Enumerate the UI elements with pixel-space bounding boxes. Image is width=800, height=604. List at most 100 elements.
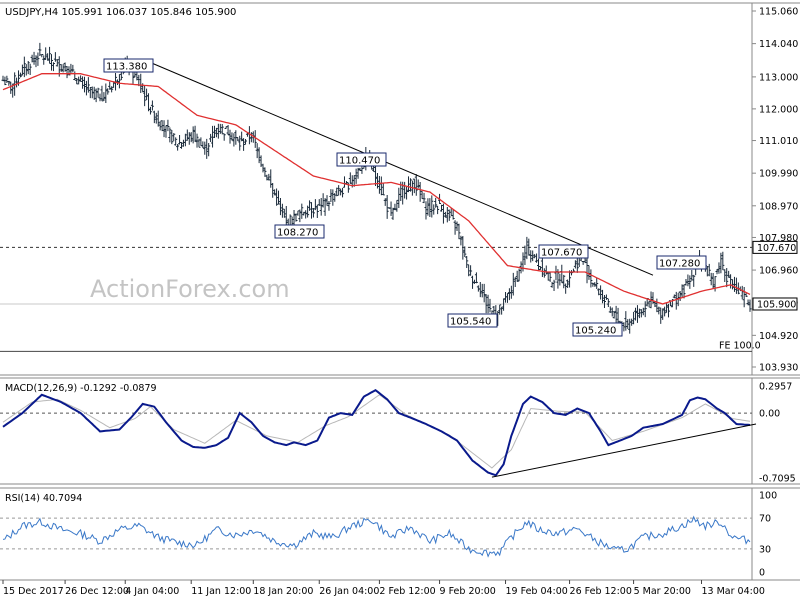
ohlc-bar: [657, 306, 661, 315]
level-price-tag-label: 107.670: [757, 243, 796, 254]
ohlc-bar: [152, 110, 156, 124]
ohlc-bar: [22, 56, 26, 78]
ohlc-bar: [408, 178, 412, 192]
price-tick-label: 109.990: [759, 169, 798, 180]
ohlc-bar: [160, 120, 164, 132]
ohlc-bar: [36, 52, 40, 66]
ohlc-bar: [381, 182, 385, 196]
ohlc-bar: [505, 293, 509, 303]
ohlc-bar: [632, 311, 636, 325]
ohlc-bar: [614, 305, 618, 326]
ohlc-bar: [746, 299, 750, 306]
swing-annotation-label: 107.670: [541, 248, 582, 259]
ohlc-bar: [166, 119, 170, 132]
ohlc-bar: [389, 201, 393, 216]
ohlc-bar: [723, 269, 727, 282]
macd-trendline: [491, 423, 757, 478]
ohlc-bar: [236, 137, 240, 142]
ohlc-bar: [298, 209, 302, 223]
ohlc-bar: [205, 138, 209, 159]
ohlc-bar: [51, 62, 55, 72]
price-tick-label: 104.920: [759, 331, 798, 342]
ohlc-bar: [240, 131, 244, 142]
rsi-label: RSI(14) 40.7094: [5, 493, 82, 504]
macd-tick-label: 0.00: [759, 409, 780, 420]
ohlc-bar: [90, 86, 94, 99]
ohlc-bar: [612, 311, 616, 319]
ohlc-bar: [38, 42, 42, 57]
ohlc-bar: [323, 198, 327, 216]
ohlc-bar: [261, 163, 265, 173]
ohlc-bar: [441, 203, 445, 224]
ohlc-bar: [341, 187, 345, 198]
ohlc-bar: [667, 303, 671, 318]
x-tick-label: 26 Jan 04:00: [319, 586, 379, 597]
fe-label: FE 100.0: [719, 340, 761, 351]
ohlc-bar: [356, 167, 360, 179]
x-tick-label: 13 Mar 04:00: [701, 586, 764, 597]
ohlc-bar: [587, 265, 591, 280]
ohlc-bar: [106, 88, 110, 95]
macd-panel: MACD(12,26,9) -0.1292 -0.0879 0.2957 0.00 -…: [0, 377, 800, 485]
ohlc-bar: [548, 271, 552, 282]
ohlc-bar: [531, 250, 535, 262]
ohlc-bar: [168, 127, 172, 143]
ohlc-bar: [193, 125, 197, 142]
swing-annotation-label: 113.380: [106, 62, 147, 73]
ohlc-bar: [7, 80, 11, 86]
ohlc-bar: [214, 127, 218, 138]
ohlc-bar: [201, 141, 205, 149]
ohlc-bar: [42, 55, 46, 65]
ohlc-bar: [690, 270, 694, 281]
ohlc-bar: [661, 308, 665, 320]
ohlc-bar: [480, 283, 484, 298]
ohlc-bar: [517, 268, 521, 282]
price-panel: USDJPY,H4 105.991 106.037 105.846 105.90…: [0, 2, 800, 376]
ohlc-bar: [682, 284, 686, 299]
ohlc-bar: [461, 236, 465, 260]
ohlc-bar: [61, 64, 65, 73]
ohlc-bar: [686, 274, 690, 287]
ohlc-bar: [525, 236, 529, 260]
swing-annotation-box: [538, 244, 589, 259]
ohlc-bar: [86, 77, 90, 93]
ohlc-bar: [88, 86, 92, 99]
ohlc-bar: [242, 138, 246, 151]
ohlc-bar: [220, 124, 224, 135]
ohlc-bar: [439, 204, 443, 212]
ohlc-bar: [296, 210, 300, 216]
x-tick-label: 26 Feb 12:00: [570, 586, 632, 597]
ohlc-bar: [46, 53, 50, 61]
ohlc-bar: [315, 204, 319, 218]
ohlc-bar: [581, 260, 585, 265]
ohlc-bar: [537, 258, 541, 270]
ohlc-bar: [653, 301, 657, 308]
swing-annotation-label: 110.470: [339, 156, 380, 167]
ohlc-bar: [575, 256, 579, 273]
x-tick-label: 4 Jan 04:00: [125, 586, 179, 597]
ohlc-bar: [117, 74, 121, 89]
ohlc-bar: [721, 251, 725, 271]
ohlc-bar: [82, 76, 86, 93]
ohlc-bar: [377, 176, 381, 194]
ohlc-bar: [610, 307, 614, 317]
ohlc-bar: [665, 303, 669, 313]
ohlc-bar: [552, 279, 556, 291]
ohlc-bar: [333, 193, 337, 202]
ohlc-bar: [162, 120, 166, 138]
x-tick-label: 11 Jan 12:00: [191, 586, 251, 597]
ohlc-bar: [143, 85, 147, 107]
ohlc-bar: [197, 138, 201, 148]
ohlc-bar: [641, 307, 645, 316]
ohlc-bar: [595, 277, 599, 290]
ohlc-bar: [375, 172, 379, 189]
rsi-tick-label: 0: [759, 568, 765, 579]
x-tick-label: 15 Dec 2017: [3, 586, 64, 597]
price-tick-label: 114.040: [759, 39, 798, 50]
ohlc-bar: [278, 197, 282, 216]
ohlc-bar: [172, 133, 176, 142]
ohlc-bar: [405, 186, 409, 200]
ohlc-bar: [302, 211, 306, 216]
ohlc-bar: [457, 223, 461, 240]
ohlc-bar: [156, 110, 160, 127]
